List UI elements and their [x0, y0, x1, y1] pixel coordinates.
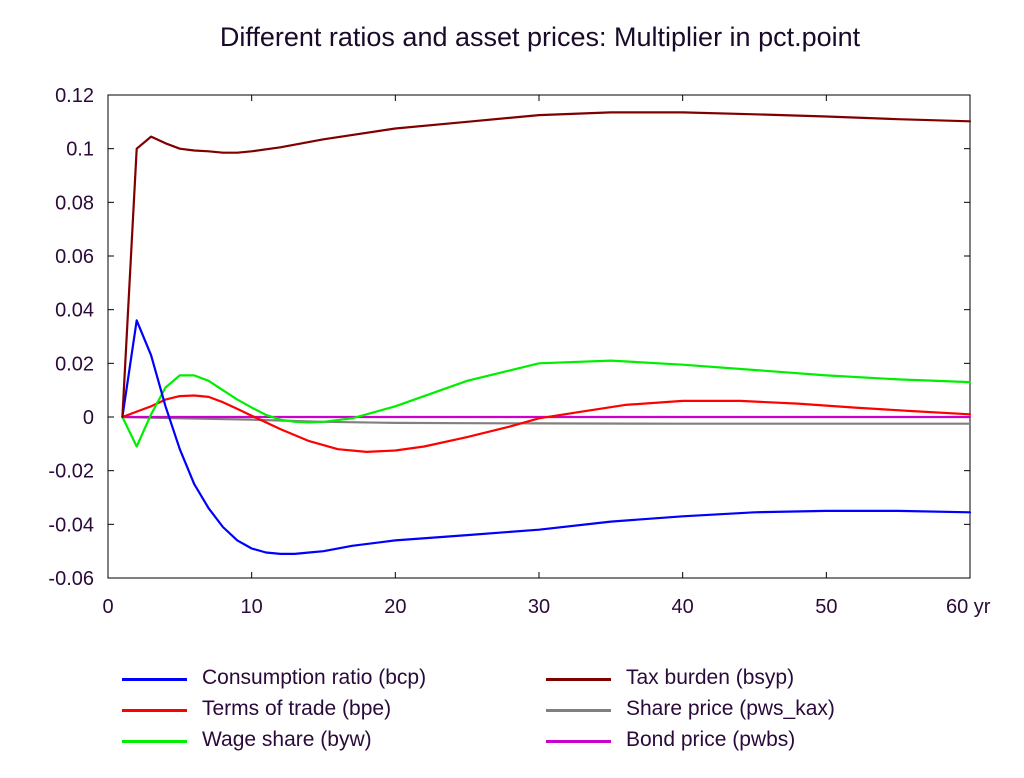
x-axis: 0 10 20 30 40 50 60 yr	[102, 95, 991, 618]
legend-label: Consumption ratio (bcp)	[202, 666, 427, 689]
legend-swatch	[546, 709, 611, 712]
plot-border	[107, 94, 971, 579]
series-lines	[121, 111, 972, 556]
x-tick-label: 30	[528, 596, 550, 618]
x-tick-label: 0	[102, 596, 113, 618]
series-line-share-price-pws-kax	[121, 415, 972, 425]
y-tick-label: 0.08	[55, 192, 94, 214]
y-axis: 0.12 0.1 0.08 0.06 0.04 0.02 0 -0.02 -0.04 -0.06	[48, 85, 970, 590]
y-tick-label: 0.12	[55, 85, 94, 107]
legend-swatch	[122, 678, 187, 681]
y-tick-label: -0.04	[48, 514, 94, 536]
legend-swatch	[546, 678, 611, 681]
series-line-tax-burden-bsyp	[121, 111, 972, 419]
x-tick-label: 20	[384, 596, 406, 618]
legend-swatch	[122, 740, 187, 743]
series-line-terms-of-trade-bpe	[121, 394, 972, 453]
y-tick-label: -0.02	[48, 461, 94, 483]
legend-swatch	[122, 709, 187, 712]
y-tick-label: 0.02	[55, 353, 94, 375]
y-tick-label: 0	[83, 407, 94, 429]
series-line-wage-share-byw	[121, 359, 972, 448]
legend-label: Wage share (byw)	[202, 728, 372, 751]
legend-label: Tax burden (bsyp)	[626, 666, 795, 689]
chart-title: Different ratios and asset prices: Multi…	[219, 22, 861, 52]
legend-label: Share price (pws_kax)	[626, 697, 835, 720]
series-line-consumption-ratio-bcp	[121, 319, 972, 556]
x-tick-label: 50	[815, 596, 837, 618]
x-tick-label: 10	[241, 596, 263, 618]
legend-swatch	[546, 740, 611, 743]
legend-label: Terms of trade (bpe)	[202, 697, 392, 720]
y-tick-label: 0.06	[55, 246, 94, 268]
x-tick-label: 40	[672, 596, 694, 618]
y-tick-label: -0.06	[48, 568, 94, 590]
y-tick-label: 0.1	[66, 139, 94, 161]
x-tick-label: 60 yr	[946, 596, 991, 618]
plot-frame	[107, 94, 971, 579]
legend-label: Bond price (pwbs)	[626, 728, 796, 751]
y-tick-label: 0.04	[55, 300, 94, 322]
